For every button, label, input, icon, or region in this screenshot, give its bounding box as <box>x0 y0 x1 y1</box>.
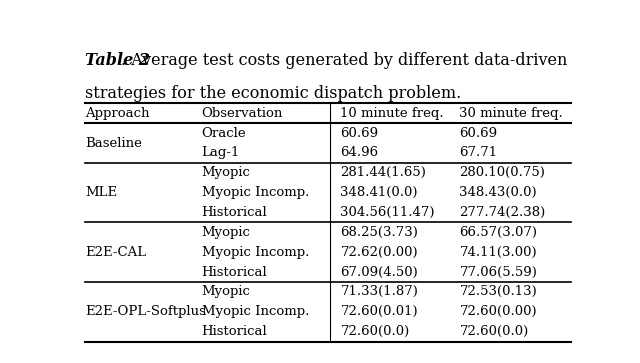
Text: Table 2: Table 2 <box>85 52 150 69</box>
Text: 71.33(1.87): 71.33(1.87) <box>340 285 419 298</box>
Text: . Average test costs generated by different data-driven: . Average test costs generated by differ… <box>121 52 567 69</box>
Text: Lag-1: Lag-1 <box>202 147 240 159</box>
Text: 72.53(0.13): 72.53(0.13) <box>460 285 537 298</box>
Text: 30 minute freq.: 30 minute freq. <box>460 107 563 120</box>
Text: 277.74(2.38): 277.74(2.38) <box>460 206 546 219</box>
Text: Myopic Incomp.: Myopic Incomp. <box>202 246 309 259</box>
Text: 68.25(3.73): 68.25(3.73) <box>340 226 419 239</box>
Text: 281.44(1.65): 281.44(1.65) <box>340 166 426 179</box>
Text: 72.62(0.00): 72.62(0.00) <box>340 246 418 259</box>
Text: 60.69: 60.69 <box>340 127 378 140</box>
Text: Baseline: Baseline <box>85 136 142 150</box>
Text: 60.69: 60.69 <box>460 127 497 140</box>
Text: 64.96: 64.96 <box>340 147 378 159</box>
Text: Historical: Historical <box>202 266 268 278</box>
Text: E2E-OPL-Softplus: E2E-OPL-Softplus <box>85 305 206 318</box>
Text: Approach: Approach <box>85 107 150 120</box>
Text: 72.60(0.0): 72.60(0.0) <box>460 325 529 338</box>
Text: Oracle: Oracle <box>202 127 246 140</box>
Text: 72.60(0.0): 72.60(0.0) <box>340 325 410 338</box>
Text: Myopic: Myopic <box>202 285 250 298</box>
Text: 66.57(3.07): 66.57(3.07) <box>460 226 538 239</box>
Text: E2E-CAL: E2E-CAL <box>85 246 146 259</box>
Text: 348.41(0.0): 348.41(0.0) <box>340 186 418 199</box>
Text: Myopic Incomp.: Myopic Incomp. <box>202 186 309 199</box>
Text: Historical: Historical <box>202 206 268 219</box>
Text: 348.43(0.0): 348.43(0.0) <box>460 186 537 199</box>
Text: 77.06(5.59): 77.06(5.59) <box>460 266 538 278</box>
Text: 74.11(3.00): 74.11(3.00) <box>460 246 537 259</box>
Text: 67.09(4.50): 67.09(4.50) <box>340 266 418 278</box>
Text: MLE: MLE <box>85 186 117 199</box>
Text: 67.71: 67.71 <box>460 147 497 159</box>
Text: 10 minute freq.: 10 minute freq. <box>340 107 444 120</box>
Text: 304.56(11.47): 304.56(11.47) <box>340 206 435 219</box>
Text: Myopic Incomp.: Myopic Incomp. <box>202 305 309 318</box>
Text: 72.60(0.01): 72.60(0.01) <box>340 305 418 318</box>
Text: strategies for the economic dispatch problem.: strategies for the economic dispatch pro… <box>85 85 461 102</box>
Text: Myopic: Myopic <box>202 166 250 179</box>
Text: Observation: Observation <box>202 107 283 120</box>
Text: 72.60(0.00): 72.60(0.00) <box>460 305 537 318</box>
Text: Myopic: Myopic <box>202 226 250 239</box>
Text: 280.10(0.75): 280.10(0.75) <box>460 166 545 179</box>
Text: Historical: Historical <box>202 325 268 338</box>
